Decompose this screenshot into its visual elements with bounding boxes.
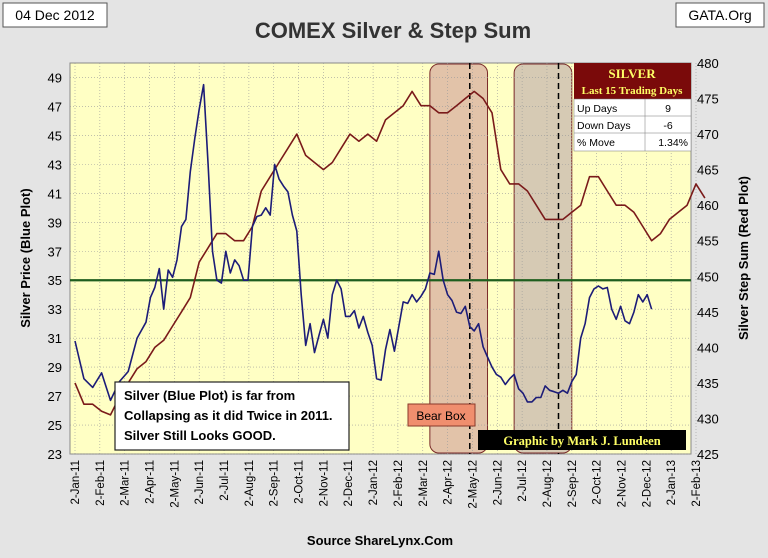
- stats-label-down-days: Down Days: [577, 120, 631, 132]
- credit-label: Graphic by Mark J. Lundeen: [503, 434, 660, 448]
- x-tick-label: 2-Feb-13: [691, 460, 703, 507]
- x-tick-label: 2-Nov-12: [616, 460, 628, 507]
- x-tick-label: 2-May-11: [169, 460, 181, 508]
- source-label: Source ShareLynx.Com: [307, 533, 453, 548]
- y2-tick-label: 470: [697, 127, 719, 142]
- stats-value-move: 1.34%: [658, 137, 688, 149]
- y-tick-label: 23: [48, 447, 62, 462]
- y2-tick-label: 430: [697, 411, 719, 426]
- x-tick-label: 2-Jul-12: [517, 460, 529, 502]
- series-step-sum-line: [74, 90, 706, 416]
- y-tick-label: 29: [48, 360, 62, 375]
- stats-table-title: SILVER: [608, 66, 656, 81]
- stats-table: SILVER Last 15 Trading Days Up Days 9 Do…: [573, 63, 692, 152]
- y2-tick-label: 425: [697, 447, 719, 462]
- note-box: Silver (Blue Plot) is far from Collapsin…: [114, 381, 350, 451]
- left-axis-label: Silver Price (Blue Plot): [18, 188, 33, 327]
- right-axis-label: Silver Step Sum (Red Plot): [736, 176, 751, 340]
- date-label: 04 Dec 2012: [15, 7, 95, 23]
- x-tick-label: 2-Apr-11: [145, 460, 157, 504]
- x-tick-label: 2-Mar-12: [418, 460, 430, 507]
- x-tick-label: 2-Aug-12: [542, 460, 554, 507]
- x-tick-label: 2-Feb-12: [393, 460, 405, 507]
- x-tick-label: 2-Apr-12: [443, 460, 455, 505]
- x-tick-label: 2-Mar-11: [120, 460, 132, 506]
- y-tick-label: 39: [48, 215, 62, 230]
- y-tick-label: 25: [48, 418, 62, 433]
- note-line-3: Silver Still Looks GOOD.: [124, 428, 276, 443]
- stats-table-header: [574, 63, 691, 99]
- gridlines: [70, 63, 697, 455]
- y2-tick-label: 450: [697, 269, 719, 284]
- y2-tick-label: 440: [697, 340, 719, 355]
- y2-tick-label: 480: [697, 56, 719, 71]
- bear-box-layer: [429, 63, 573, 454]
- bear-box-label: Bear Box: [416, 409, 465, 423]
- x-tick-label: 2-Feb-11: [95, 460, 107, 506]
- bear-box-label-bg: [407, 403, 476, 427]
- stats-value-down-days: -6: [663, 120, 672, 132]
- series-silver-price-line: [74, 83, 653, 403]
- stats-value-up-days: 9: [665, 103, 671, 115]
- y-tick-label: 35: [48, 273, 62, 288]
- y-tick-label: 49: [48, 70, 62, 85]
- x-tick-label: 2-Jul-11: [219, 460, 231, 501]
- y-tick-label: 47: [48, 99, 62, 114]
- site-box: [675, 2, 765, 28]
- tick-labels: 23 25 27 29 31 33 35 37 39 41 43 45 47 49 425 430 435 440…: [48, 56, 719, 509]
- y2-tick-label: 465: [697, 163, 719, 178]
- y-tick-label: 37: [48, 244, 62, 259]
- x-tick-label: 2-Dec-11: [343, 460, 355, 506]
- x-tick-label: 2-Jun-12: [492, 460, 504, 505]
- y2-tick-label: 475: [697, 92, 719, 107]
- y2-tick-label: 445: [697, 305, 719, 320]
- y-tick-label: 45: [48, 128, 62, 143]
- chart-title: COMEX Silver & Step Sum: [255, 18, 531, 43]
- y-tick-label: 43: [48, 157, 62, 172]
- x-tick-label: 2-Oct-11: [294, 460, 306, 504]
- x-tick-label: 2-May-12: [467, 460, 479, 509]
- stats-table-subtitle: Last 15 Trading Days: [582, 85, 683, 97]
- x-tick-label: 2-Aug-11: [244, 460, 256, 506]
- x-tick-label: 2-Jun-11: [194, 460, 206, 505]
- credit-bg: [478, 430, 686, 450]
- note-line-2: Collapsing as it did Twice in 2011.: [124, 408, 333, 423]
- x-tick-label: 2-Nov-11: [318, 460, 330, 506]
- stats-table-body: [573, 98, 692, 152]
- x-tick-label: 2-Oct-12: [592, 460, 604, 505]
- x-tick-label: 2-Sep-12: [567, 460, 579, 507]
- series-layer: [70, 83, 706, 416]
- y2-tick-label: 435: [697, 376, 719, 391]
- bear-box-2: [513, 63, 573, 454]
- stats-label-up-days: Up Days: [577, 103, 617, 115]
- y-tick-label: 41: [48, 186, 62, 201]
- x-tick-label: 2-Sep-11: [269, 460, 281, 506]
- y-tick-label: 27: [48, 389, 62, 404]
- y-tick-label: 31: [48, 331, 62, 346]
- x-tick-label: 2-Jan-11: [70, 460, 82, 505]
- x-tick-label: 2-Dec-12: [641, 460, 653, 507]
- note-line-1: Silver (Blue Plot) is far from: [124, 388, 295, 403]
- bear-box-1: [429, 63, 489, 454]
- y2-tick-label: 455: [697, 234, 719, 249]
- stats-label-move: % Move: [577, 137, 615, 149]
- date-box: [2, 2, 108, 28]
- y2-tick-label: 460: [697, 198, 719, 213]
- x-tick-label: 2-Jan-12: [368, 460, 380, 505]
- site-label: GATA.Org: [688, 7, 751, 23]
- x-tick-label: 2-Jan-13: [666, 460, 678, 505]
- y-tick-label: 33: [48, 302, 62, 317]
